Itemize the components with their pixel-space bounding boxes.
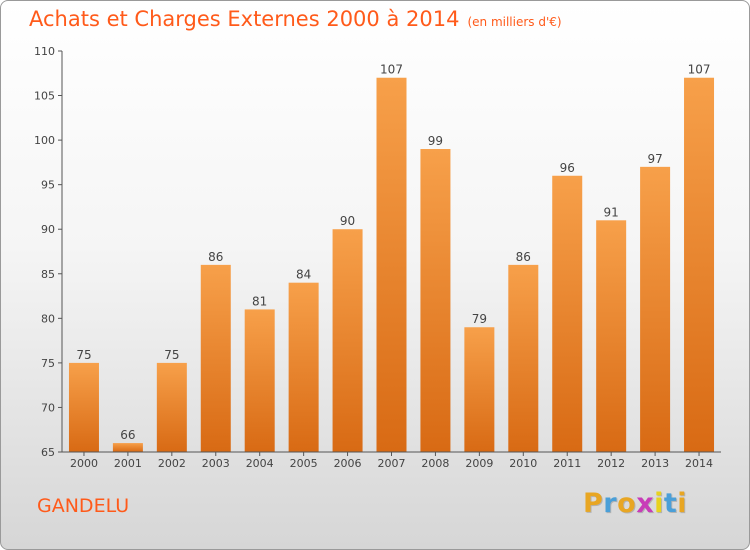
- y-tick-label-80: 80: [41, 312, 55, 325]
- x-tick-label-2006: 2006: [334, 457, 362, 470]
- x-tick-label-2005: 2005: [290, 457, 318, 470]
- value-label-2014: 107: [688, 63, 711, 77]
- x-tick-label-2002: 2002: [158, 457, 186, 470]
- bar-2014: [684, 77, 715, 452]
- bar-2009: [464, 327, 495, 452]
- bar-2011: [552, 175, 583, 452]
- x-axis: 2000 2001 2002 2003 2004 2005 2006 2007 2008 2009…: [62, 451, 721, 470]
- value-label-2002: 75: [164, 348, 179, 362]
- bar-2007: [376, 77, 407, 452]
- value-label-2003: 86: [208, 250, 223, 264]
- x-tick-label-2008: 2008: [421, 457, 449, 470]
- proxiti-logo: Proxiti: [583, 488, 687, 519]
- bar-2008: [420, 149, 451, 452]
- y-axis: 65 70 75 80 85 90 95 100 105 110: [34, 45, 63, 459]
- bar-2002: [156, 362, 187, 452]
- logo-letter: t: [663, 488, 678, 519]
- bar-2012: [596, 220, 627, 452]
- logo-letter: o: [617, 488, 637, 519]
- x-tick-label-2010: 2010: [509, 457, 537, 470]
- bar-2004: [244, 309, 275, 452]
- x-tick-label-2000: 2000: [70, 457, 98, 470]
- x-tick-label-2004: 2004: [246, 457, 274, 470]
- value-labels-group: 75 66 75 86 81 84 90 107 99 79 86 96 91 97 107: [76, 63, 710, 442]
- bar-2001: [112, 443, 143, 452]
- chart-title-main: Achats et Charges Externes 2000 à 2014: [29, 7, 460, 31]
- value-label-2011: 96: [560, 161, 575, 175]
- y-tick-label-65: 65: [41, 446, 55, 459]
- x-tick-label-2009: 2009: [465, 457, 493, 470]
- y-tick-label-105: 105: [34, 90, 55, 103]
- bar-2013: [640, 166, 671, 452]
- value-label-2005: 84: [296, 268, 311, 282]
- x-tick-label-2013: 2013: [641, 457, 669, 470]
- x-tick-label-2011: 2011: [553, 457, 581, 470]
- value-label-2010: 86: [516, 250, 531, 264]
- value-label-2007: 107: [380, 63, 403, 77]
- logo-letter: i: [654, 488, 664, 519]
- chart-title: Achats et Charges Externes 2000 à 2014 (e…: [29, 7, 562, 31]
- y-tick-label-90: 90: [41, 223, 55, 236]
- value-label-2004: 81: [252, 294, 267, 308]
- y-tick-label-100: 100: [34, 134, 55, 147]
- bar-2010: [508, 264, 539, 452]
- y-tick-label-75: 75: [41, 357, 55, 370]
- value-label-2009: 79: [472, 312, 487, 326]
- value-label-2001: 66: [120, 428, 135, 442]
- x-tick-label-2012: 2012: [597, 457, 625, 470]
- logo-letter: r: [603, 488, 618, 519]
- y-tick-label-95: 95: [41, 179, 55, 192]
- y-tick-label-110: 110: [34, 45, 55, 58]
- y-tick-label-70: 70: [41, 401, 55, 414]
- bar-2006: [332, 229, 363, 452]
- value-label-2000: 75: [76, 348, 91, 362]
- value-label-2008: 99: [428, 134, 443, 148]
- bar-2000: [68, 362, 99, 452]
- x-tick-label-2014: 2014: [685, 457, 713, 470]
- bar-2005: [288, 282, 319, 452]
- y-tick-label-85: 85: [41, 268, 55, 281]
- value-label-2013: 97: [647, 152, 662, 166]
- chart-subtitle: (en milliers d'€): [467, 15, 562, 29]
- x-tick-label-2001: 2001: [114, 457, 142, 470]
- x-tick-label-2007: 2007: [378, 457, 406, 470]
- value-label-2012: 91: [604, 205, 619, 219]
- location-label: GANDELU: [37, 495, 130, 517]
- value-label-2006: 90: [340, 214, 355, 228]
- logo-letter: P: [583, 488, 604, 519]
- logo-letter: x: [636, 488, 655, 519]
- x-tick-label-2003: 2003: [202, 457, 230, 470]
- logo-letter: i: [677, 488, 688, 519]
- bar-2003: [200, 264, 231, 452]
- bars-group: [68, 77, 715, 452]
